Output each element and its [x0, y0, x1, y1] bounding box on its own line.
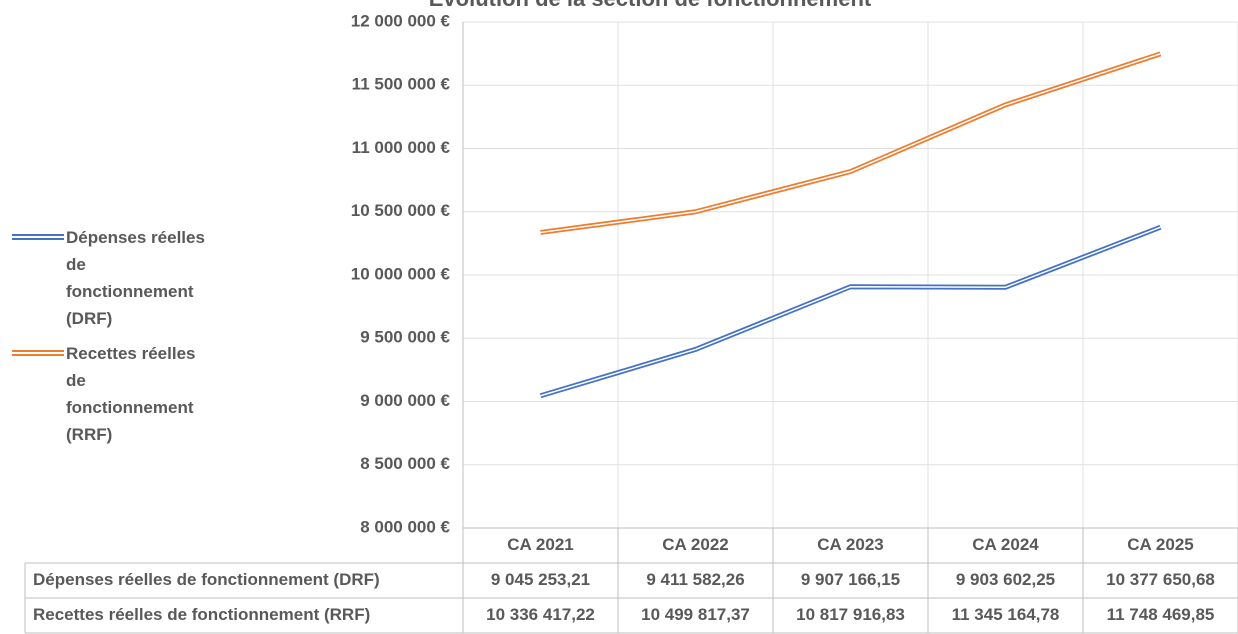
table-cell: 11 345 164,78 [952, 605, 1060, 624]
y-tick-label: 10 500 000 € [351, 201, 451, 220]
y-tick-label: 10 000 000 € [351, 264, 451, 283]
table-cell: 9 045 253,21 [491, 570, 590, 589]
y-tick-label: 9 000 000 € [360, 391, 450, 410]
series-line-inner [540, 226, 1161, 397]
y-tick-label: 12 000 000 € [351, 11, 451, 30]
x-tick-label: CA 2025 [1127, 535, 1193, 554]
chart-title: Évolution de la section de fonctionnemen… [429, 0, 872, 11]
legend-label: Recettes réelles de fonctionnement (RRF) [66, 344, 196, 444]
table-cell: 11 748 469,85 [1107, 605, 1215, 624]
table-cell: 10 817 916,83 [796, 605, 905, 624]
y-tick-label: 11 500 000 € [352, 75, 451, 94]
legend-label: Dépenses réelles de fonctionnement (DRF) [66, 228, 205, 328]
x-tick-label: CA 2023 [817, 535, 883, 554]
x-tick-label: CA 2024 [972, 535, 1039, 554]
table-cell: 10 377 650,68 [1106, 570, 1215, 589]
x-tick-label: CA 2022 [662, 535, 728, 554]
table-cell: 9 903 602,25 [956, 570, 1055, 589]
y-tick-label: 11 000 000 € [352, 138, 451, 157]
table-cell: 10 336 417,22 [486, 605, 595, 624]
x-tick-label: CA 2021 [507, 535, 573, 554]
y-tick-label: 8 500 000 € [360, 454, 450, 473]
table-cell: 9 411 582,26 [646, 570, 744, 589]
y-tick-label: 9 500 000 € [360, 328, 450, 347]
series-line [539, 224, 1162, 399]
series-line-inner [540, 53, 1161, 234]
table-cell: 9 907 166,15 [801, 570, 900, 589]
table-cell: 10 499 817,37 [641, 605, 750, 624]
y-tick-label: 8 000 000 € [360, 517, 450, 536]
series-line [540, 51, 1162, 235]
table-row-label: Dépenses réelles de fonctionnement (DRF) [33, 570, 380, 589]
table-row-label: Recettes réelles de fonctionnement (RRF) [33, 605, 370, 624]
